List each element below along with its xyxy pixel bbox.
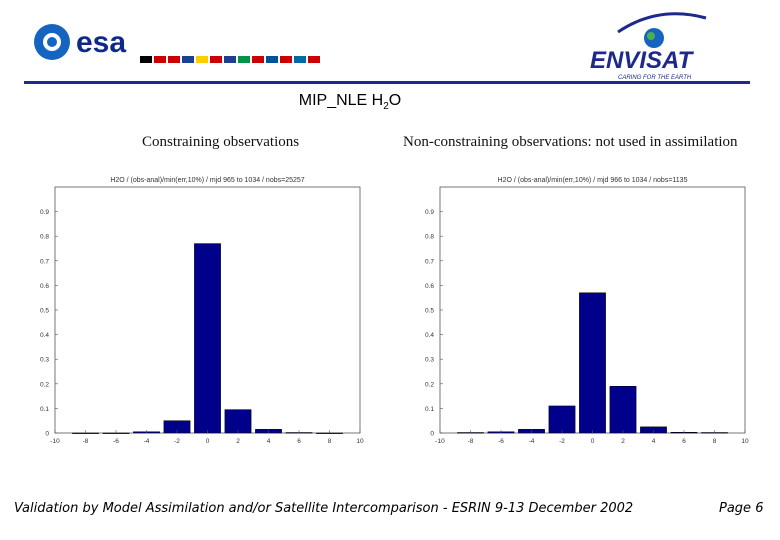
x-tick-label: -6: [498, 438, 504, 445]
y-tick-label: 0.7: [40, 258, 49, 265]
y-tick-label: 0.9: [40, 209, 49, 216]
x-tick-label: -8: [83, 438, 89, 445]
page-title: MIP_NLE H2O: [298, 92, 402, 113]
y-tick-label: 0.3: [40, 357, 49, 364]
y-tick-label: 0.1: [425, 406, 434, 413]
bar: [548, 405, 576, 434]
chart-title: H2O / (obs-anal)/min(err,10%) / mjd 965 …: [110, 177, 304, 184]
y-tick-label: 0: [430, 431, 434, 438]
x-tick-label: 2: [621, 438, 625, 445]
y-tick-label: 0.5: [425, 308, 434, 315]
x-tick-label: 8: [713, 438, 717, 445]
bar: [609, 386, 637, 434]
x-tick-label: 0: [206, 438, 210, 445]
bar: [194, 243, 221, 434]
footer-conference: Validation by Model Assimilation and/or …: [14, 501, 634, 516]
x-tick-label: -2: [559, 438, 565, 445]
footer-page-number: Page 6: [719, 501, 764, 516]
x-tick-label: -4: [144, 438, 150, 445]
histogram-constraining: H2O / (obs-anal)/min(err,10%) / mjd 965 …: [40, 177, 364, 445]
x-tick-label: 2: [236, 438, 240, 445]
chart-title: H2O / (obs-anal)/min(err,10%) / mjd 966 …: [498, 177, 688, 184]
bar: [316, 432, 343, 434]
x-tick-label: -10: [50, 438, 60, 445]
x-tick-label: 4: [652, 438, 656, 445]
envisat-logo-text: ENVISAT: [590, 47, 695, 74]
envisat-tagline: CARING FOR THE EARTH: [618, 75, 692, 81]
bar: [579, 292, 606, 434]
x-tick-label: 6: [682, 438, 686, 445]
y-tick-label: 0: [45, 431, 49, 438]
bar: [72, 432, 99, 434]
x-tick-label: 4: [267, 438, 271, 445]
y-tick-label: 0.8: [40, 234, 49, 241]
header-rule: [24, 81, 750, 84]
y-tick-label: 0.6: [40, 283, 49, 290]
y-tick-label: 0.3: [425, 357, 434, 364]
flag-strip: [140, 56, 320, 63]
x-tick-label: 10: [741, 438, 749, 445]
x-tick-label: -8: [468, 438, 474, 445]
x-tick-label: 6: [297, 438, 301, 445]
x-tick-label: -6: [113, 438, 119, 445]
y-tick-label: 0.2: [40, 381, 49, 388]
y-tick-label: 0.2: [425, 381, 434, 388]
bar: [224, 409, 252, 434]
y-tick-label: 0.4: [40, 332, 49, 339]
y-tick-label: 0.5: [40, 308, 49, 315]
y-tick-label: 0.7: [425, 258, 434, 265]
y-tick-label: 0.8: [425, 234, 434, 241]
y-tick-label: 0.9: [425, 209, 434, 216]
x-tick-label: -10: [435, 438, 445, 445]
x-tick-label: 0: [591, 438, 595, 445]
y-tick-label: 0.1: [40, 406, 49, 413]
x-tick-label: 8: [328, 438, 332, 445]
caption-non-constraining: Non-constraining observations: not used …: [403, 134, 738, 150]
x-tick-label: -4: [529, 438, 535, 445]
y-tick-label: 0.4: [425, 332, 434, 339]
histogram-non-constraining: H2O / (obs-anal)/min(err,10%) / mjd 966 …: [425, 177, 749, 445]
caption-constraining: Constraining observations: [142, 134, 300, 150]
envisat-logo: ENVISAT CARING FOR THE EARTH: [590, 12, 707, 81]
bar: [102, 432, 130, 434]
y-tick-label: 0.6: [425, 283, 434, 290]
esa-logo: esa: [34, 24, 320, 63]
esa-logo-text: esa: [76, 26, 126, 59]
x-tick-label: -2: [174, 438, 180, 445]
x-tick-label: 10: [356, 438, 364, 445]
